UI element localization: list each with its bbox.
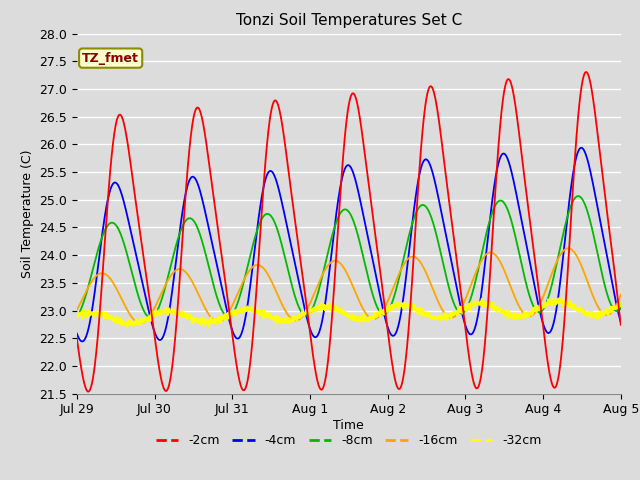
Legend: -2cm, -4cm, -8cm, -16cm, -32cm: -2cm, -4cm, -8cm, -16cm, -32cm bbox=[151, 429, 547, 452]
Y-axis label: Soil Temperature (C): Soil Temperature (C) bbox=[20, 149, 34, 278]
X-axis label: Time: Time bbox=[333, 419, 364, 432]
Text: TZ_fmet: TZ_fmet bbox=[82, 51, 139, 65]
Title: Tonzi Soil Temperatures Set C: Tonzi Soil Temperatures Set C bbox=[236, 13, 462, 28]
